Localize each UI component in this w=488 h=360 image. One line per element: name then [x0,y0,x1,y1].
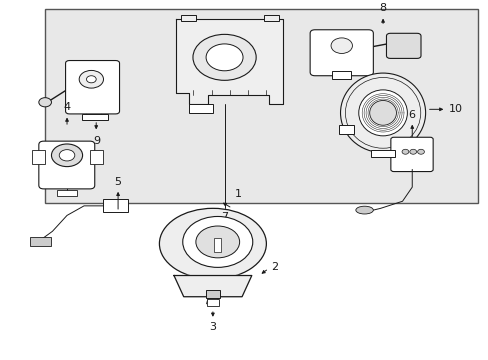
Circle shape [205,44,243,71]
Circle shape [409,149,416,154]
Polygon shape [174,275,251,297]
Ellipse shape [345,77,420,148]
Text: 2: 2 [271,262,278,272]
Polygon shape [176,19,283,104]
FancyBboxPatch shape [90,150,103,164]
FancyBboxPatch shape [32,150,44,164]
Text: 7: 7 [221,212,228,222]
Circle shape [79,71,103,88]
Ellipse shape [159,208,266,279]
FancyBboxPatch shape [339,125,353,134]
Ellipse shape [358,90,407,136]
Ellipse shape [369,100,396,125]
FancyBboxPatch shape [181,14,196,21]
Text: 10: 10 [448,104,462,114]
FancyBboxPatch shape [205,290,220,298]
Circle shape [51,144,82,167]
FancyBboxPatch shape [264,14,278,21]
Text: 6: 6 [408,109,415,120]
FancyBboxPatch shape [39,141,95,189]
Circle shape [330,38,352,53]
FancyBboxPatch shape [386,33,420,58]
Text: 5: 5 [114,177,122,187]
FancyBboxPatch shape [81,113,108,120]
FancyBboxPatch shape [390,137,432,172]
Text: 8: 8 [379,3,386,13]
Circle shape [59,150,75,161]
Text: 1: 1 [234,189,241,199]
Ellipse shape [340,73,425,153]
Circle shape [401,149,408,154]
Ellipse shape [355,206,372,214]
Circle shape [196,226,239,258]
FancyBboxPatch shape [45,9,477,203]
FancyBboxPatch shape [206,299,218,306]
FancyBboxPatch shape [30,237,51,246]
FancyBboxPatch shape [331,72,351,79]
Text: 4: 4 [63,102,70,112]
Circle shape [183,216,252,267]
Text: 9: 9 [93,136,101,146]
Circle shape [39,98,51,107]
FancyBboxPatch shape [103,199,127,212]
FancyBboxPatch shape [214,238,221,252]
Text: 3: 3 [209,322,216,332]
FancyBboxPatch shape [370,150,394,157]
FancyBboxPatch shape [309,30,372,76]
FancyBboxPatch shape [188,104,212,113]
Circle shape [86,76,96,83]
Circle shape [417,149,424,154]
FancyBboxPatch shape [65,60,119,114]
Circle shape [193,34,256,80]
FancyBboxPatch shape [57,190,77,196]
